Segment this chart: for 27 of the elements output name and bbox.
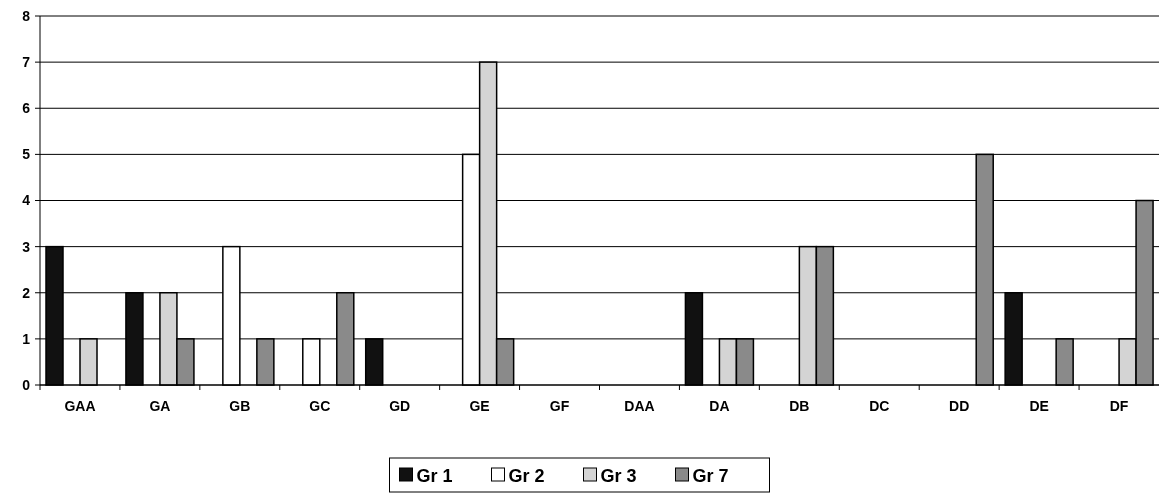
y-tick-label: 5 xyxy=(22,146,31,163)
x-tick-label: DF xyxy=(1109,398,1129,414)
y-tick-label: 6 xyxy=(22,100,31,117)
y-tick-label: 0 xyxy=(22,376,31,393)
y-tick-label: 7 xyxy=(22,54,31,71)
y-tick-label: 2 xyxy=(22,284,31,301)
x-tick-label: DD xyxy=(949,398,970,414)
x-tick-label: GC xyxy=(309,398,331,414)
x-tick-label: GA xyxy=(149,398,171,414)
legend-label: Gr 1 xyxy=(416,466,453,487)
y-tick-label: 3 xyxy=(22,238,31,255)
y-tick-label: 8 xyxy=(22,7,31,24)
x-tick-label: DC xyxy=(869,398,890,414)
x-tick-label: GB xyxy=(229,398,251,414)
x-tick-label: GAA xyxy=(64,398,96,414)
x-tick-label: GF xyxy=(549,398,570,414)
x-tick-label: DA xyxy=(709,398,730,414)
x-tick-label: DB xyxy=(789,398,810,414)
x-tick-label: DE xyxy=(1029,398,1049,414)
x-tick-label: GD xyxy=(389,398,411,414)
x-tick-label: DAA xyxy=(624,398,655,414)
legend-label: Gr 2 xyxy=(508,466,545,487)
y-tick-label: 4 xyxy=(22,192,31,209)
legend-label: Gr 7 xyxy=(692,466,729,487)
x-tick-label: GE xyxy=(469,398,490,414)
y-tick-label: 1 xyxy=(22,330,31,347)
legend-label: Gr 3 xyxy=(600,466,637,487)
